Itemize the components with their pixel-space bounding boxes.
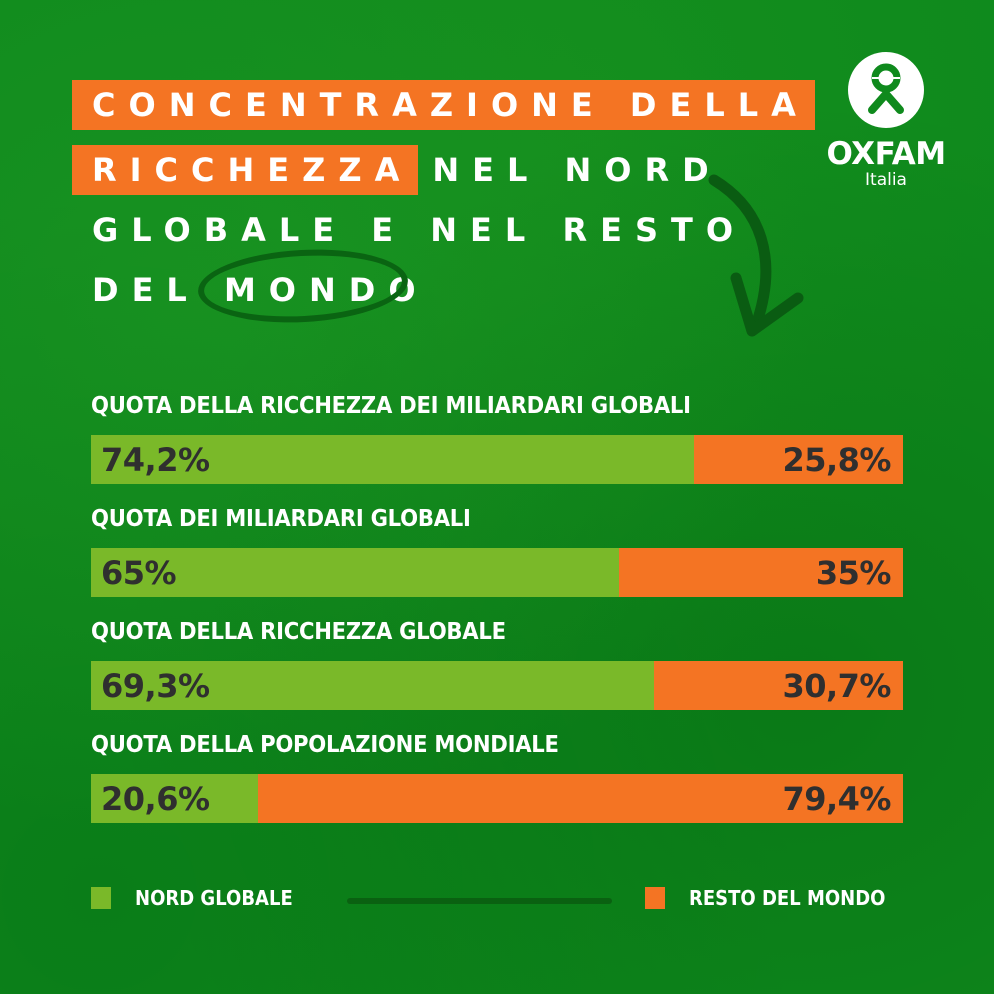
bar-segment-nord-globale: 69,3%: [91, 661, 654, 710]
logo-subtitle: Italia: [865, 170, 907, 190]
legend-label-resto-del-mondo: RESTO DEL MONDO: [689, 886, 886, 910]
bar-segment-resto-del-mondo: 79,4%: [258, 774, 903, 823]
title-line-1: CONCENTRAZIONE DELLA: [72, 80, 815, 130]
logo-wordmark: OXFAM: [826, 136, 946, 172]
legend-swatch-nord-globale: [91, 887, 111, 909]
bar: 20,6% 79,4%: [91, 774, 903, 823]
value-resto-del-mondo: 30,7%: [782, 666, 891, 705]
title-line-3-text: GLOBALE E NEL RESTO: [92, 211, 747, 249]
row-label: QUOTA DELLA RICCHEZZA DEI MILIARDARI GLO…: [91, 393, 691, 419]
title-line-3: GLOBALE E NEL RESTO: [72, 205, 746, 255]
row-label: QUOTA DELLA RICCHEZZA GLOBALE: [91, 619, 506, 645]
stacked-bar-chart: QUOTA DELLA RICCHEZZA DEI MILIARDARI GLO…: [91, 384, 903, 836]
chart-row: QUOTA DEI MILIARDARI GLOBALI 65% 35%: [91, 497, 903, 597]
chart-row: QUOTA DELLA RICCHEZZA DEI MILIARDARI GLO…: [91, 384, 903, 484]
curved-arrow-icon: [708, 174, 804, 337]
value-nord-globale: 20,6%: [101, 779, 210, 818]
value-resto-del-mondo: 79,4%: [782, 779, 891, 818]
bar-segment-nord-globale: 74,2%: [91, 435, 694, 484]
legend-item-nord-globale: NORD GLOBALE: [91, 886, 310, 910]
title-line-4-text: DEL MONDO: [92, 271, 429, 309]
bar-segment-nord-globale: 65%: [91, 548, 619, 597]
title-line-4: DEL MONDO: [72, 265, 429, 315]
oxfam-emblem-icon: [848, 52, 924, 128]
oxfam-logo: OXFAM Italia: [826, 52, 946, 190]
bar-segment-resto-del-mondo: 30,7%: [653, 661, 903, 710]
bar-segment-resto-del-mondo: 25,8%: [693, 435, 903, 484]
row-label: QUOTA DELLA POPOLAZIONE MONDIALE: [91, 732, 559, 758]
chart-row: QUOTA DELLA RICCHEZZA GLOBALE 69,3% 30,7…: [91, 610, 903, 710]
value-nord-globale: 69,3%: [101, 666, 210, 705]
bar: 74,2% 25,8%: [91, 435, 903, 484]
scribble-circle-icon: [196, 244, 410, 328]
value-nord-globale: 65%: [101, 553, 177, 592]
legend-label-nord-globale: NORD GLOBALE: [135, 886, 293, 910]
legend-item-resto-del-mondo: RESTO DEL MONDO: [645, 886, 907, 910]
bar: 65% 35%: [91, 548, 903, 597]
value-resto-del-mondo: 35%: [815, 553, 892, 592]
value-nord-globale: 74,2%: [101, 440, 210, 479]
title-highlight-2: RICCHEZZA: [72, 145, 419, 195]
bar: 69,3% 30,7%: [91, 661, 903, 710]
legend-divider-stroke: [347, 898, 612, 904]
legend: NORD GLOBALE RESTO DEL MONDO: [91, 886, 903, 914]
title-line-2: RICCHEZZA NEL NORD: [72, 145, 722, 195]
title-line-2-rest: NEL NORD: [432, 151, 722, 189]
chart-row: QUOTA DELLA POPOLAZIONE MONDIALE 20,6% 7…: [91, 723, 903, 823]
legend-swatch-resto-del-mondo: [645, 887, 665, 909]
row-label: QUOTA DEI MILIARDARI GLOBALI: [91, 506, 471, 532]
bar-segment-resto-del-mondo: 35%: [618, 548, 903, 597]
bar-segment-nord-globale: 20,6%: [91, 774, 259, 823]
value-resto-del-mondo: 25,8%: [782, 440, 891, 479]
title-highlight-1: CONCENTRAZIONE DELLA: [72, 80, 815, 130]
